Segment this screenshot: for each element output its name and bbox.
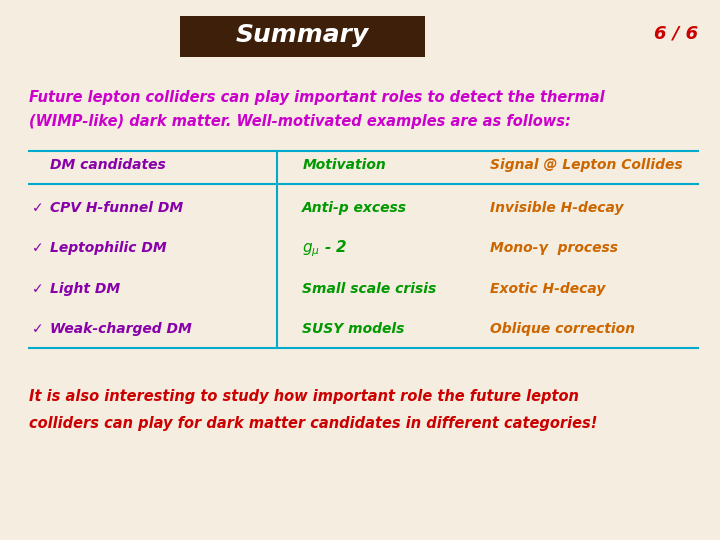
Text: Leptophilic DM: Leptophilic DM <box>50 241 167 255</box>
Text: Future lepton colliders can play important roles to detect the thermal: Future lepton colliders can play importa… <box>29 90 604 105</box>
Text: Invisible H-decay: Invisible H-decay <box>490 201 623 215</box>
Text: Weak-charged DM: Weak-charged DM <box>50 322 192 336</box>
FancyBboxPatch shape <box>180 16 425 57</box>
Text: ✓: ✓ <box>32 241 44 255</box>
Text: Motivation: Motivation <box>302 158 386 172</box>
Text: ✓: ✓ <box>32 282 44 296</box>
Text: ✓: ✓ <box>32 201 44 215</box>
Text: Anti-p excess: Anti-p excess <box>302 201 408 215</box>
Text: Mono-γ  process: Mono-γ process <box>490 241 618 255</box>
Text: DM candidates: DM candidates <box>50 158 166 172</box>
Text: SUSY models: SUSY models <box>302 322 405 336</box>
Text: Signal @ Lepton Collides: Signal @ Lepton Collides <box>490 158 683 172</box>
Text: $g_{\mu}$ - 2: $g_{\mu}$ - 2 <box>302 238 348 259</box>
Text: It is also interesting to study how important role the future lepton: It is also interesting to study how impo… <box>29 389 579 404</box>
Text: (WIMP-like) dark matter. Well-motivated examples are as follows:: (WIMP-like) dark matter. Well-motivated … <box>29 114 571 129</box>
Text: Exotic H-decay: Exotic H-decay <box>490 282 605 296</box>
Text: CPV H-funnel DM: CPV H-funnel DM <box>50 201 184 215</box>
Text: Light DM: Light DM <box>50 282 120 296</box>
Text: Small scale crisis: Small scale crisis <box>302 282 436 296</box>
Text: 6 / 6: 6 / 6 <box>654 24 698 42</box>
Text: ✓: ✓ <box>32 322 44 336</box>
Text: Oblique correction: Oblique correction <box>490 322 634 336</box>
Text: Summary: Summary <box>235 23 369 47</box>
Text: colliders can play for dark matter candidates in different categories!: colliders can play for dark matter candi… <box>29 416 597 431</box>
